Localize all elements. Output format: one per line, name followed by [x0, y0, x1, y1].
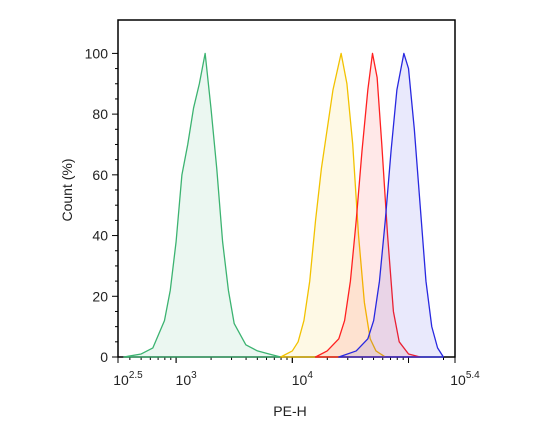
tick-exponent: 4 [307, 370, 313, 381]
y-tick-label: 60 [92, 167, 108, 183]
tick-base: 10 [113, 372, 129, 388]
tick-exponent: 5.4 [466, 370, 480, 381]
y-tick-label: 100 [85, 45, 109, 61]
x-axis-label: PE-H [273, 403, 306, 419]
histogram-curve [123, 52, 282, 358]
y-tick-label: 0 [100, 349, 108, 365]
x-tick-label: 105.4 [450, 370, 480, 388]
histogram-curve [314, 52, 421, 358]
y-tick-label: 20 [92, 288, 108, 304]
tick-exponent: 3 [191, 370, 197, 381]
x-tick-label: 103 [176, 370, 198, 388]
histogram-curve [280, 52, 386, 358]
tick-base: 10 [176, 372, 192, 388]
x-tick-label: 102.5 [113, 370, 143, 388]
tick-exponent: 2.5 [129, 370, 143, 381]
histogram-curve [338, 52, 445, 358]
x-tick-label: 104 [292, 370, 314, 388]
tick-base: 10 [292, 372, 308, 388]
y-tick-label: 80 [92, 106, 108, 122]
y-axis-label: Count (%) [59, 158, 75, 221]
tick-base: 10 [450, 372, 466, 388]
y-tick-label: 40 [92, 228, 108, 244]
